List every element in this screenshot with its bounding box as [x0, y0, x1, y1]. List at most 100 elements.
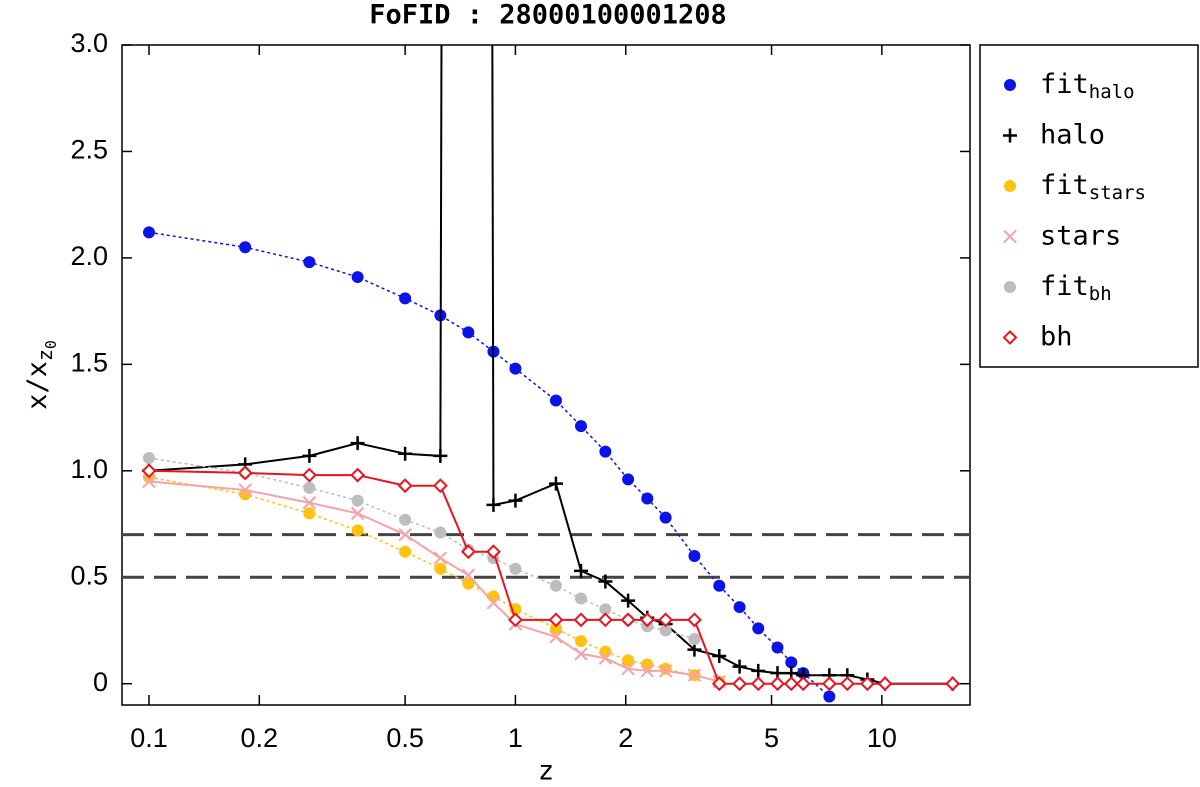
point	[575, 592, 588, 605]
y-tick-label: 3.0	[70, 28, 108, 58]
legend-label: fithalo	[1040, 69, 1135, 103]
point	[732, 659, 747, 674]
legend-label: fitstars	[1040, 170, 1146, 204]
legend-sub: halo	[1089, 81, 1135, 103]
point	[302, 496, 317, 510]
point	[302, 448, 317, 463]
point	[399, 292, 412, 305]
point	[713, 579, 726, 592]
point	[549, 630, 563, 644]
legend-name: halo	[1040, 119, 1105, 150]
point	[659, 662, 672, 675]
point	[752, 622, 765, 635]
series-line	[148, 457, 695, 640]
y-tick-label: 1.0	[70, 454, 108, 484]
point	[599, 645, 612, 658]
x-tick-label: 0.1	[130, 723, 168, 753]
point	[303, 507, 316, 520]
point	[141, 463, 157, 479]
point	[687, 668, 702, 682]
point	[399, 545, 412, 558]
legend-box	[979, 44, 1199, 368]
point	[303, 481, 316, 494]
point	[687, 612, 702, 628]
point	[688, 549, 701, 562]
point	[350, 467, 366, 483]
point	[486, 596, 501, 610]
point	[597, 612, 613, 628]
point	[462, 326, 475, 339]
point	[433, 551, 448, 565]
point	[351, 524, 364, 537]
legend-name: stars	[1040, 220, 1121, 251]
point	[486, 497, 501, 512]
point	[549, 622, 562, 635]
point	[785, 656, 798, 669]
point	[486, 544, 501, 560]
y-tick-label: 2.5	[70, 135, 108, 165]
legend-label: halo	[1040, 119, 1105, 150]
x-tick-label: 5	[764, 723, 779, 753]
point	[548, 612, 564, 628]
series-line	[148, 45, 953, 685]
point	[508, 612, 523, 628]
point	[732, 676, 747, 692]
point	[573, 612, 589, 628]
point	[945, 676, 961, 692]
point	[461, 568, 476, 582]
legend-item: bh	[1002, 321, 1073, 352]
legend-item: fitbh	[1004, 271, 1112, 305]
series-line	[148, 476, 720, 683]
point	[508, 493, 523, 508]
legend-item: fithalo	[1004, 69, 1135, 103]
point	[574, 563, 589, 578]
y-tick-label: 1.5	[70, 347, 108, 377]
point	[1004, 281, 1016, 293]
point	[641, 658, 654, 671]
y-label-sub: z	[33, 349, 57, 361]
y-tick-label: 0.5	[70, 560, 108, 590]
point	[783, 676, 799, 692]
point	[397, 478, 413, 494]
point	[142, 474, 156, 489]
point	[432, 478, 448, 494]
point	[575, 420, 588, 433]
point	[599, 445, 612, 458]
point	[620, 612, 636, 628]
point	[877, 676, 893, 692]
point	[1004, 180, 1016, 192]
point	[622, 654, 635, 667]
point	[839, 676, 855, 692]
y-axis-label-text: x/xz0	[22, 340, 60, 410]
legend-label: fitbh	[1040, 271, 1112, 305]
point	[398, 446, 413, 461]
legend-name: bh	[1040, 321, 1073, 352]
legend-label: stars	[1040, 220, 1121, 251]
x-tick-label: 10	[867, 723, 897, 753]
legend-sub: bh	[1089, 283, 1112, 305]
point	[142, 226, 155, 239]
series-line	[148, 480, 720, 683]
point	[641, 492, 654, 505]
plot-frame	[121, 44, 971, 706]
point	[750, 676, 766, 692]
x-tick-label: 2	[618, 723, 633, 753]
point	[142, 452, 155, 465]
point	[509, 362, 522, 375]
series-line	[148, 231, 830, 698]
point	[1003, 229, 1017, 244]
point	[351, 494, 364, 507]
legend-sub: stars	[1089, 182, 1146, 204]
point	[658, 664, 673, 678]
point	[350, 436, 365, 451]
point	[399, 513, 412, 526]
y-label-subsub: 0	[42, 340, 60, 349]
y-tick-label: 0	[93, 667, 108, 697]
legend-item: halo	[1003, 119, 1105, 150]
point	[575, 635, 588, 648]
point	[239, 241, 252, 254]
point	[658, 612, 674, 628]
point	[859, 676, 875, 692]
point	[574, 647, 588, 661]
